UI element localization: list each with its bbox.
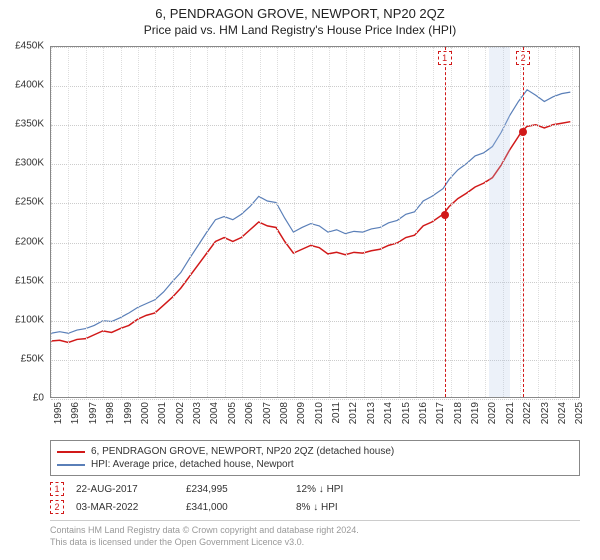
series-hpi	[51, 90, 570, 334]
marker-date: 22-AUG-2017	[76, 484, 186, 495]
x-tick-label: 2000	[140, 402, 151, 424]
x-tick-label: 1995	[53, 402, 64, 424]
y-tick-label: £350K	[15, 119, 44, 130]
line-plot-svg	[51, 47, 579, 397]
marker-price: £341,000	[186, 502, 296, 513]
x-tick-label: 2017	[435, 402, 446, 424]
marker-date: 03-MAR-2022	[76, 502, 186, 513]
x-tick-label: 2003	[192, 402, 203, 424]
footer-line-2: This data is licensed under the Open Gov…	[50, 537, 580, 549]
x-tick-label: 2020	[487, 402, 498, 424]
marker-table: 1 22-AUG-2017£234,99512% ↓ HPI 2 03-MAR-202…	[50, 480, 580, 516]
y-tick-label: £450K	[15, 41, 44, 52]
x-tick-label: 2004	[209, 402, 220, 424]
x-tick-label: 2002	[175, 402, 186, 424]
y-tick-label: £0	[33, 393, 44, 404]
y-tick-label: £400K	[15, 80, 44, 91]
x-tick-label: 1999	[123, 402, 134, 424]
x-tick-label: 2016	[418, 402, 429, 424]
x-tick-label: 2010	[314, 402, 325, 424]
legend: 6, PENDRAGON GROVE, NEWPORT, NP20 2QZ (d…	[50, 440, 580, 476]
x-tick-label: 2005	[227, 402, 238, 424]
legend-swatch	[57, 464, 85, 466]
x-tick-label: 2018	[453, 402, 464, 424]
plot-area: 12	[50, 46, 580, 398]
footer-line-1: Contains HM Land Registry data © Crown c…	[50, 525, 580, 537]
x-tick-label: 2012	[348, 402, 359, 424]
series-price_paid	[51, 122, 570, 343]
x-tick-label: 1997	[88, 402, 99, 424]
y-axis-labels: £0£50K£100K£150K£200K£250K£300K£350K£400…	[0, 46, 48, 398]
marker-delta: 8% ↓ HPI	[296, 502, 406, 513]
legend-row: HPI: Average price, detached house, Newp…	[57, 458, 573, 471]
x-tick-label: 2008	[279, 402, 290, 424]
y-tick-label: £100K	[15, 314, 44, 325]
x-tick-label: 2015	[401, 402, 412, 424]
footer: Contains HM Land Registry data © Crown c…	[50, 520, 580, 548]
x-tick-label: 1996	[70, 402, 81, 424]
marker-price: £234,995	[186, 484, 296, 495]
x-tick-label: 2006	[244, 402, 255, 424]
x-tick-label: 2019	[470, 402, 481, 424]
x-tick-label: 2021	[505, 402, 516, 424]
x-tick-label: 2009	[296, 402, 307, 424]
y-tick-label: £250K	[15, 197, 44, 208]
y-tick-label: £300K	[15, 158, 44, 169]
x-tick-label: 2023	[540, 402, 551, 424]
y-tick-label: £200K	[15, 236, 44, 247]
y-tick-label: £150K	[15, 275, 44, 286]
marker-badge-1: 1	[50, 482, 64, 496]
x-axis-labels: 1995 1996 1997 1998 1999 2000 2001 2002 2003 2004…	[50, 398, 580, 438]
x-tick-label: 2014	[383, 402, 394, 424]
legend-label: HPI: Average price, detached house, Newp…	[91, 459, 294, 470]
marker-table-row: 1 22-AUG-2017£234,99512% ↓ HPI	[50, 480, 580, 498]
legend-label: 6, PENDRAGON GROVE, NEWPORT, NP20 2QZ (d…	[91, 446, 394, 457]
chart-container: 6, PENDRAGON GROVE, NEWPORT, NP20 2QZ Pr…	[0, 0, 600, 560]
x-tick-label: 2001	[157, 402, 168, 424]
y-tick-label: £50K	[21, 353, 44, 364]
marker-delta: 12% ↓ HPI	[296, 484, 406, 495]
x-tick-label: 2025	[574, 402, 585, 424]
x-tick-label: 2011	[331, 402, 342, 424]
legend-row: 6, PENDRAGON GROVE, NEWPORT, NP20 2QZ (d…	[57, 445, 573, 458]
x-tick-label: 2024	[557, 402, 568, 424]
x-tick-label: 2013	[366, 402, 377, 424]
chart-title: 6, PENDRAGON GROVE, NEWPORT, NP20 2QZ	[0, 0, 600, 21]
legend-swatch	[57, 451, 85, 453]
chart-subtitle: Price paid vs. HM Land Registry's House …	[0, 21, 600, 41]
x-tick-label: 2007	[262, 402, 273, 424]
x-tick-label: 1998	[105, 402, 116, 424]
marker-badge-2: 2	[50, 500, 64, 514]
marker-table-row: 2 03-MAR-2022£341,0008% ↓ HPI	[50, 498, 580, 516]
x-tick-label: 2022	[522, 402, 533, 424]
